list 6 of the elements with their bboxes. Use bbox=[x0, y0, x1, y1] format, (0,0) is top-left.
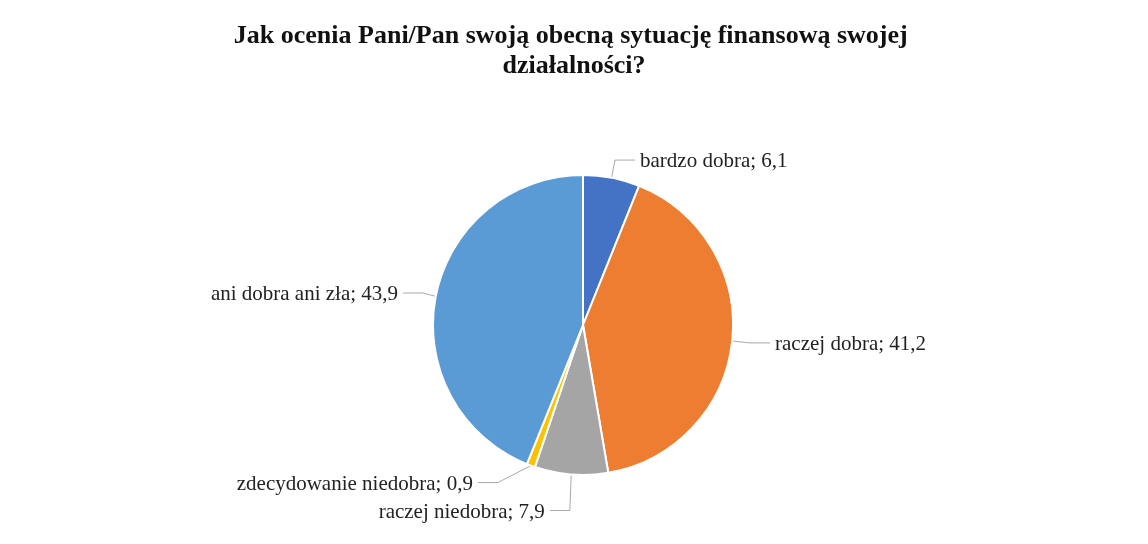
slice-label: ani dobra ani zła; 43,9 bbox=[210, 281, 399, 305]
chart-title: Jak ocenia Pani/Pan swoją obecną sytuację finansową swojej działalności? bbox=[233, 19, 915, 79]
slice-label: bardzo dobra; 6,1 bbox=[640, 148, 788, 173]
slice-label: raczej niedobra; 7,9 bbox=[378, 498, 545, 523]
slice-label: raczej dobra; 41,2 bbox=[775, 330, 927, 355]
slice-label: zdecydowanie niedobra; 0,9 bbox=[236, 470, 473, 495]
